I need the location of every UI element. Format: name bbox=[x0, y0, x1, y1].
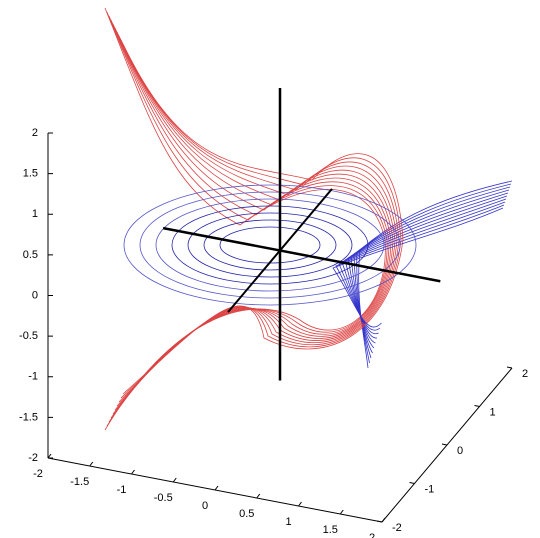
contour-line bbox=[171, 205, 369, 285]
y-tick-label: 2 bbox=[522, 368, 528, 380]
contour-line bbox=[350, 189, 510, 354]
z-tick-label: 0.5 bbox=[23, 249, 38, 261]
contour-line bbox=[341, 198, 507, 339]
x-tick-label: 1 bbox=[285, 516, 291, 528]
x-tick-label: -1.5 bbox=[70, 476, 89, 488]
contour-line bbox=[108, 15, 390, 423]
y-tick-label: 1 bbox=[490, 406, 496, 418]
contour-line bbox=[347, 192, 509, 349]
x-tick bbox=[298, 501, 302, 507]
contour-line bbox=[114, 27, 396, 411]
contour-line bbox=[122, 43, 404, 395]
x-tick bbox=[381, 517, 386, 523]
y-tick bbox=[506, 366, 513, 369]
contour-line bbox=[106, 11, 388, 427]
contour-line bbox=[219, 226, 321, 264]
contour-line bbox=[118, 35, 400, 403]
y-tick bbox=[376, 520, 383, 523]
y-tick-label: 0 bbox=[457, 445, 463, 457]
x-tick bbox=[339, 509, 344, 515]
x-tick bbox=[89, 461, 94, 467]
y-tick bbox=[474, 405, 480, 407]
x-tick bbox=[131, 469, 135, 475]
contour-line bbox=[203, 219, 337, 271]
z-tick-label: 0 bbox=[32, 289, 38, 301]
z-tick-label: -1.5 bbox=[19, 411, 38, 423]
contour-line bbox=[123, 184, 417, 306]
x-tick-label: -1 bbox=[117, 484, 127, 496]
z-tick-label: 2 bbox=[32, 127, 38, 139]
contour-line bbox=[335, 204, 505, 331]
x-tick-label: 2 bbox=[369, 532, 375, 538]
contour-line bbox=[110, 19, 392, 419]
z-tick-label: 1 bbox=[32, 208, 38, 220]
z-tick-label: -2 bbox=[28, 452, 38, 464]
x-tick bbox=[214, 485, 219, 491]
contour-line bbox=[116, 31, 398, 407]
y-tick bbox=[441, 443, 448, 446]
z-tick-label: 1.5 bbox=[23, 168, 38, 180]
contour-line bbox=[187, 212, 353, 278]
x-tick-label: 0.5 bbox=[239, 508, 254, 520]
y-tick bbox=[409, 482, 415, 484]
center-x-line bbox=[162, 226, 441, 283]
x-tick bbox=[47, 453, 52, 459]
contour-line bbox=[358, 180, 513, 369]
y-tick-label: -1 bbox=[425, 483, 435, 495]
x-tick bbox=[256, 493, 261, 499]
contour-line bbox=[155, 198, 385, 292]
y-tick-label: -2 bbox=[392, 522, 402, 534]
x-tick-label: 1.5 bbox=[323, 524, 338, 536]
z-tick-label: -0.5 bbox=[19, 330, 38, 342]
x-tick-label: -0.5 bbox=[154, 492, 173, 504]
x-tick-label: -2 bbox=[33, 468, 43, 480]
center-y-line bbox=[227, 188, 333, 313]
z-tick-label: -1 bbox=[28, 371, 38, 383]
x-tick bbox=[172, 477, 177, 483]
x-tick-label: 0 bbox=[202, 500, 208, 512]
contour-line bbox=[139, 191, 401, 299]
contour-line bbox=[112, 23, 394, 415]
contour-line bbox=[120, 39, 402, 399]
contour-line bbox=[332, 207, 504, 328]
